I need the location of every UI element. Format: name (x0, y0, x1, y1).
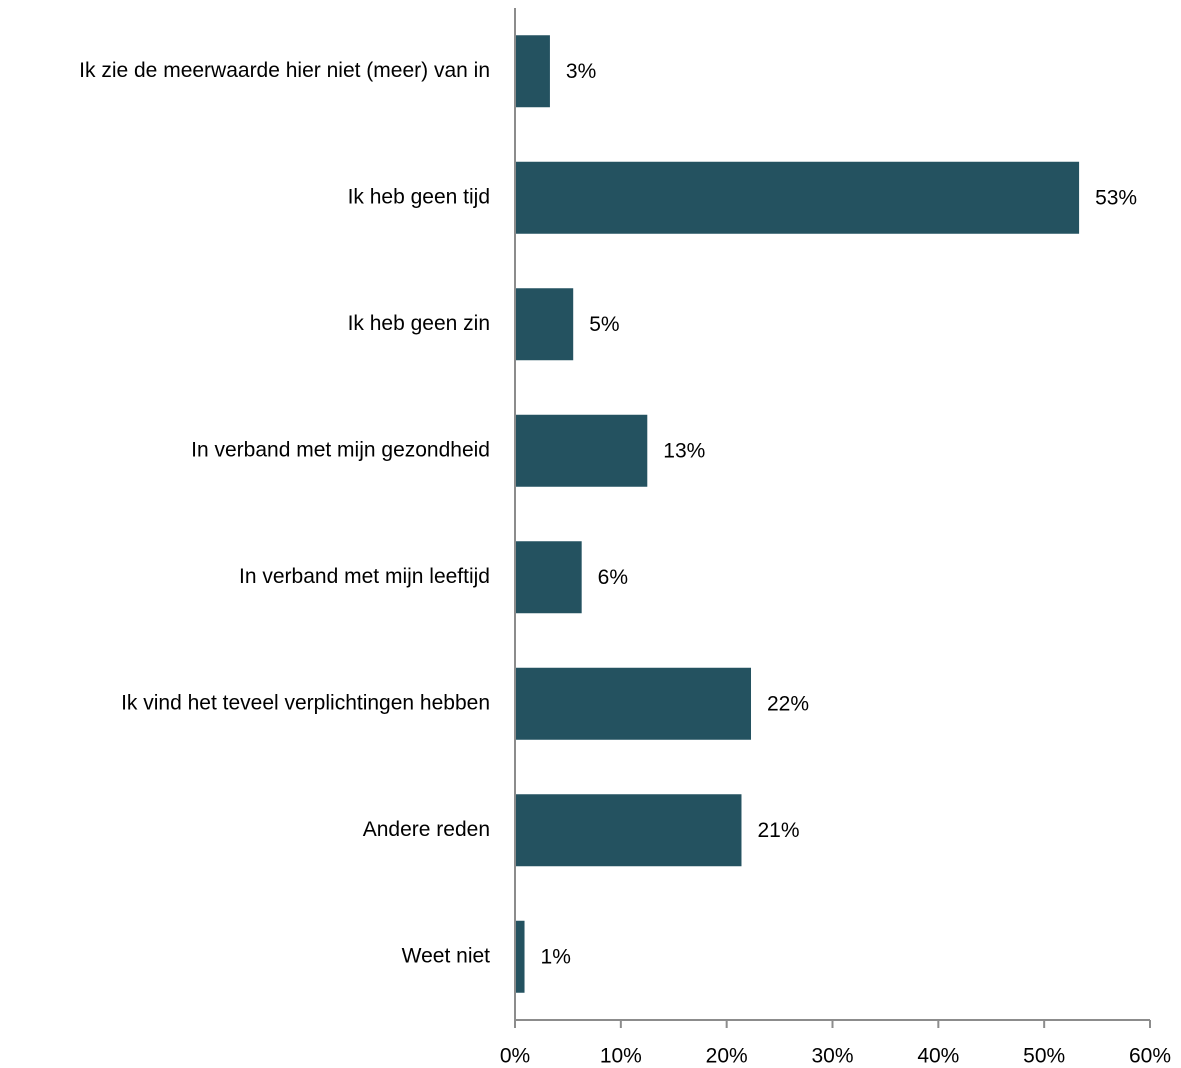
value-label: 53% (1095, 186, 1137, 209)
bar-2 (516, 288, 574, 361)
value-label: 6% (598, 566, 628, 589)
bar-3 (516, 414, 648, 487)
x-tick-label: 50% (1023, 1045, 1065, 1068)
bar-7 (516, 920, 525, 993)
x-tick-label: 60% (1129, 1045, 1171, 1068)
category-label: Ik vind het teveel verplichtingen hebben (121, 691, 490, 714)
labels-layer: Ik zie de meerwaarde hier niet (meer) va… (79, 59, 1137, 969)
x-tick-label: 0% (500, 1045, 530, 1068)
bars-layer (516, 35, 1080, 993)
value-label: 22% (767, 692, 809, 715)
x-tick-label: 30% (811, 1045, 853, 1068)
category-label: Ik heb geen tijd (348, 185, 490, 208)
bar-5 (516, 667, 752, 740)
category-label: Ik heb geen zin (348, 312, 490, 335)
value-label: 13% (663, 439, 705, 462)
bar-0 (516, 35, 550, 108)
bar-4 (516, 541, 582, 614)
x-tick-label: 10% (600, 1045, 642, 1068)
category-label: Andere reden (363, 818, 490, 841)
bar-1 (516, 161, 1080, 234)
value-label: 21% (757, 819, 799, 842)
category-label: In verband met mijn gezondheid (191, 438, 490, 461)
category-label: Weet niet (402, 944, 490, 967)
axes: 0% 10% 20% 30% 40% 50% 60% (500, 8, 1171, 1068)
bar-6 (516, 794, 742, 867)
value-label: 3% (566, 60, 596, 83)
category-label: In verband met mijn leeftijd (239, 565, 490, 588)
x-tick-label: 20% (706, 1045, 748, 1068)
value-label: 5% (589, 313, 619, 336)
x-tick-label: 40% (917, 1045, 959, 1068)
value-label: 1% (541, 945, 571, 968)
category-label: Ik zie de meerwaarde hier niet (meer) va… (79, 59, 490, 82)
